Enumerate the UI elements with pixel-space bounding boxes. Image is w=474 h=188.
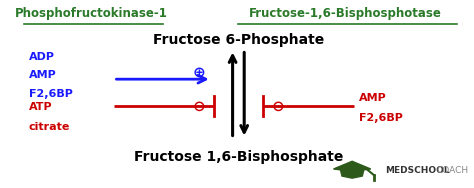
Polygon shape	[334, 161, 371, 171]
Text: F2,6BP: F2,6BP	[29, 89, 73, 99]
Text: MEDSCHOOL: MEDSCHOOL	[385, 166, 450, 175]
Polygon shape	[340, 169, 364, 178]
Text: ⊖: ⊖	[193, 99, 206, 114]
Text: AMP: AMP	[29, 70, 56, 80]
Text: ⊕: ⊕	[193, 65, 206, 80]
Text: Phosphofructokinase-1: Phosphofructokinase-1	[15, 7, 168, 20]
Text: F2,6BP: F2,6BP	[359, 113, 403, 123]
Text: Fructose-1,6-Bisphosphotase: Fructose-1,6-Bisphosphotase	[249, 7, 442, 20]
Text: citrate: citrate	[29, 122, 70, 132]
Text: ATP: ATP	[29, 102, 53, 112]
Text: Fructose 1,6-Bisphosphate: Fructose 1,6-Bisphosphate	[134, 150, 343, 164]
Text: ⊖: ⊖	[271, 99, 284, 114]
Text: AMP: AMP	[359, 93, 387, 103]
Text: Fructose 6-Phosphate: Fructose 6-Phosphate	[153, 33, 324, 47]
Text: ADP: ADP	[29, 52, 55, 62]
Text: COACH: COACH	[436, 166, 468, 175]
